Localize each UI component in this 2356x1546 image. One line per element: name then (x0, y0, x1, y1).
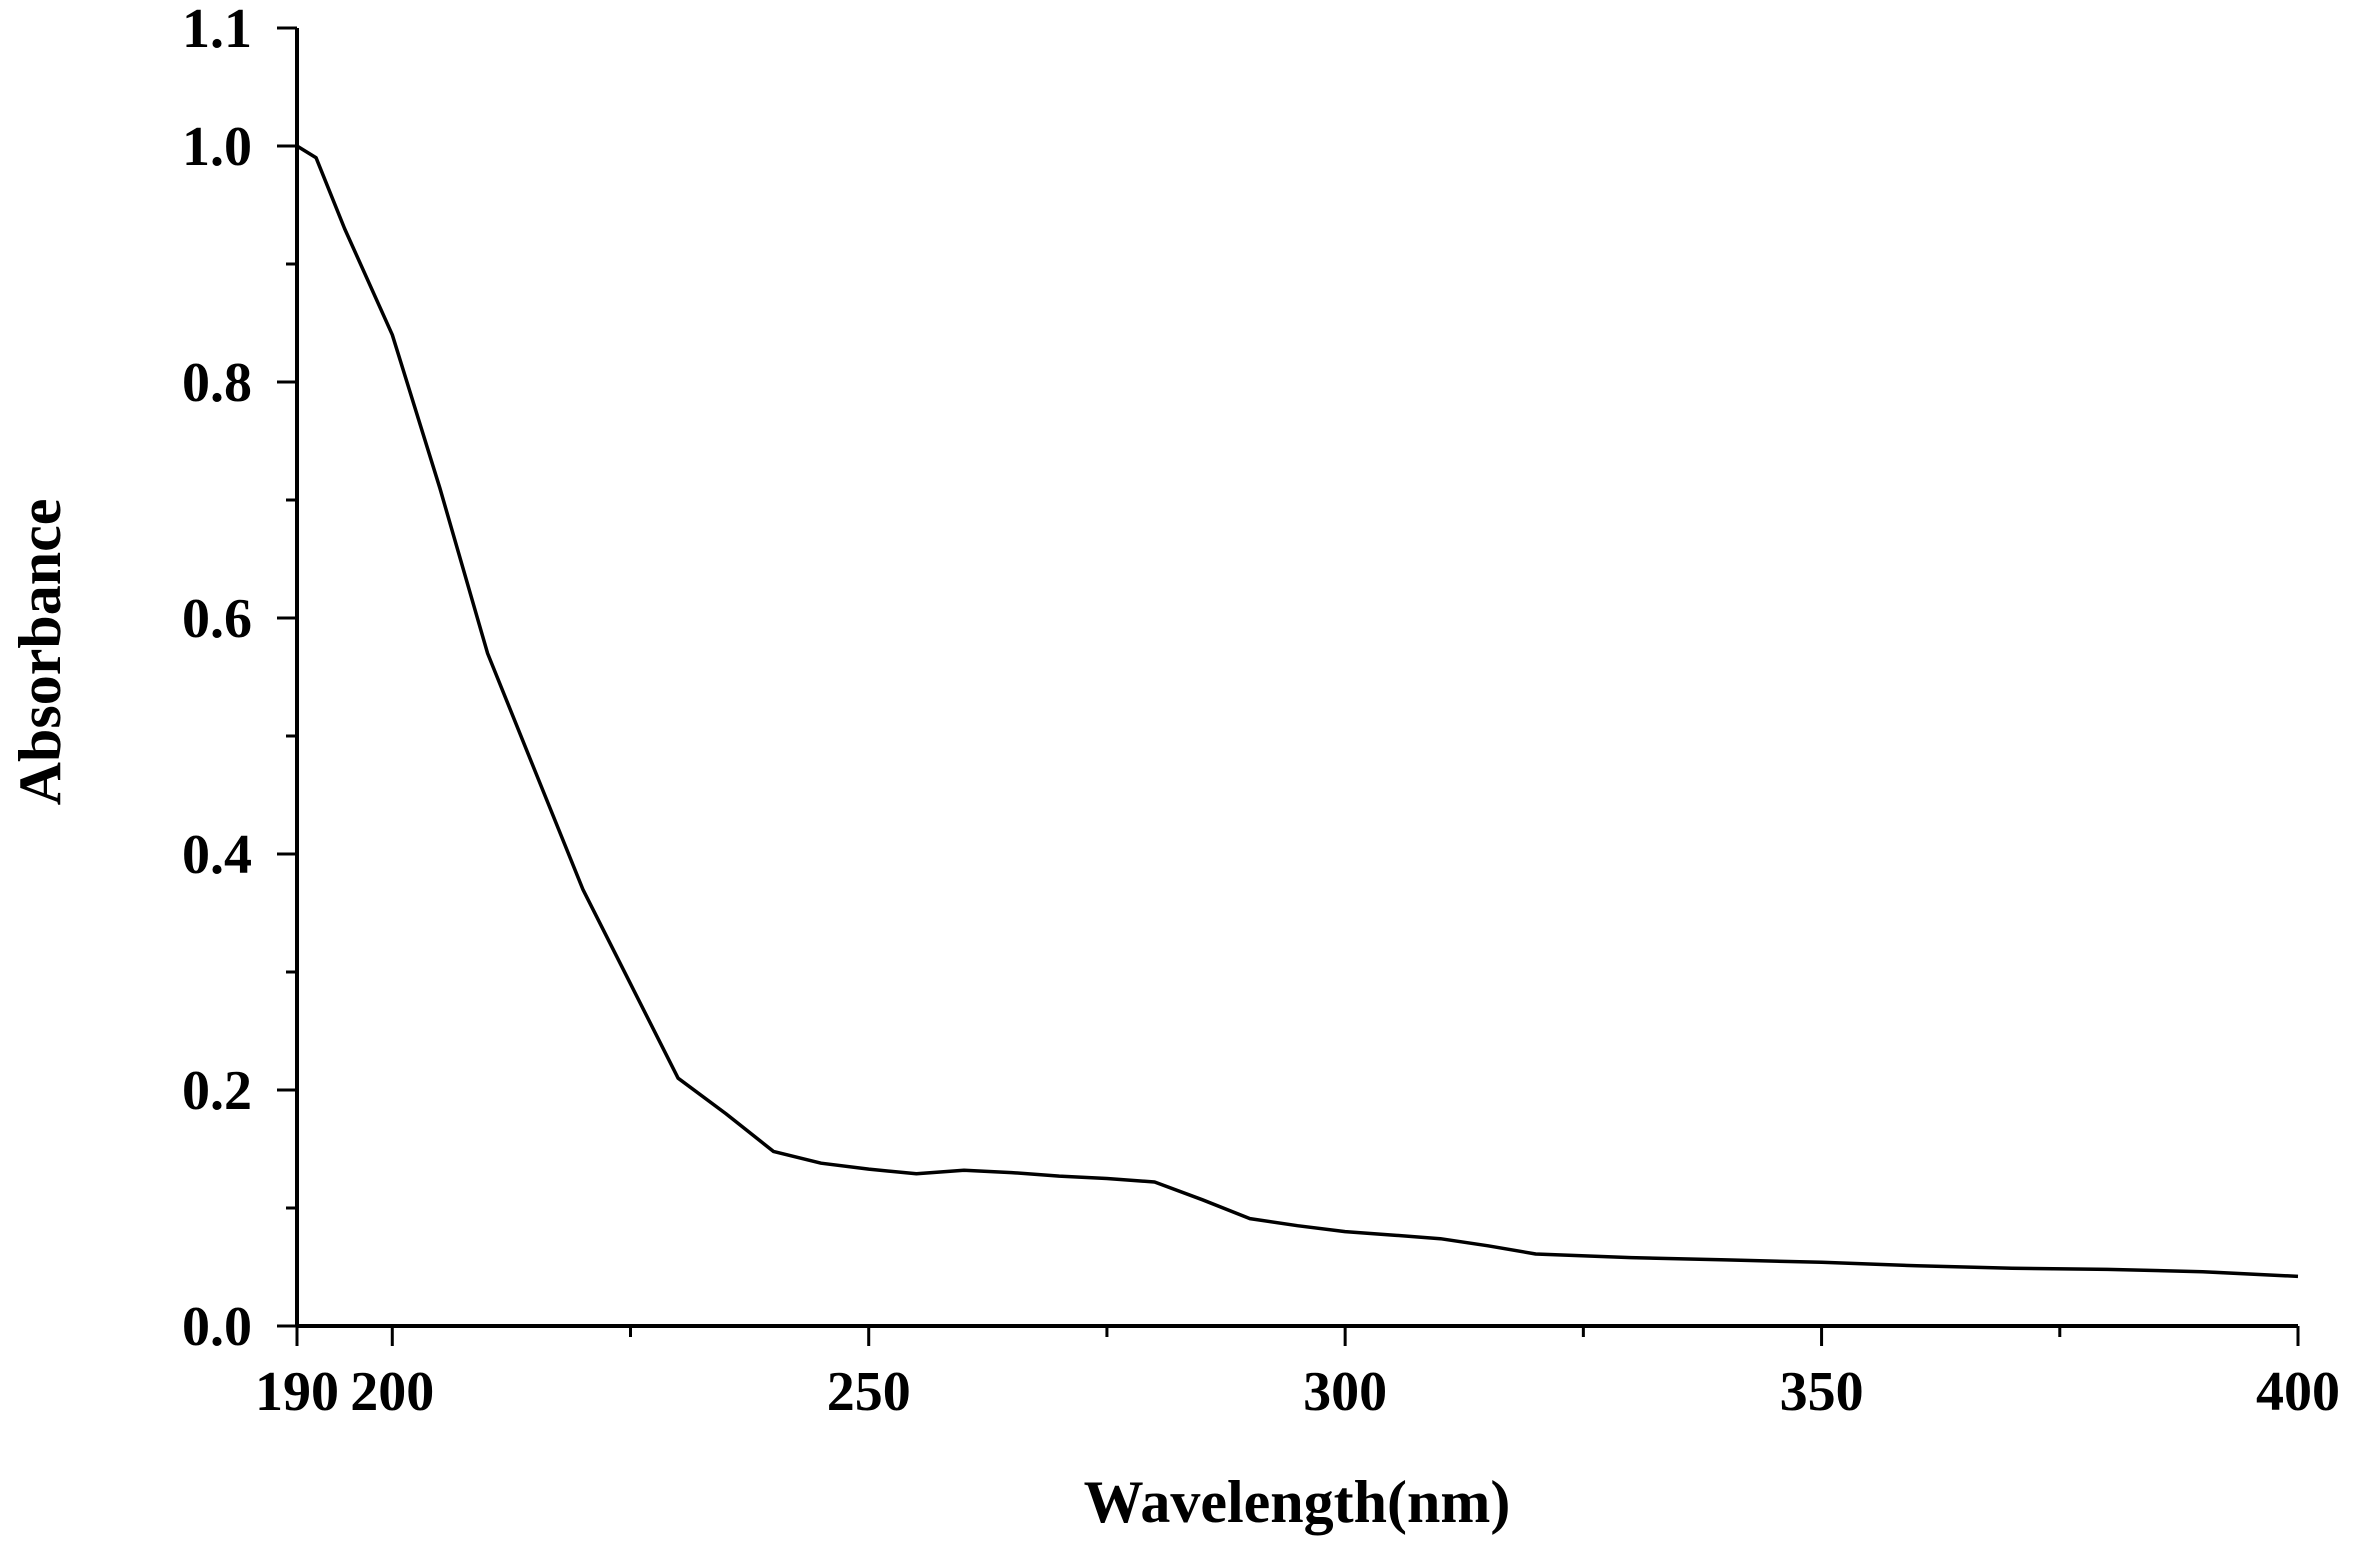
y-tick-label: 0.8 (182, 352, 252, 414)
x-tick-label: 350 (1780, 1361, 1864, 1423)
x-ticks: 190 200 250 300 350 400 (255, 1326, 2340, 1423)
y-tick-label: 1.0 (182, 116, 252, 178)
x-axis-label: Wavelength(nm) (1084, 1469, 1511, 1535)
y-tick-label: 0.0 (182, 1296, 252, 1358)
y-ticks: 0.0 0.2 0.4 0.6 0.8 1.0 1.1 (182, 0, 297, 1358)
absorbance-line (296, 144, 2299, 1279)
y-axis-label: Absorbance (7, 499, 73, 806)
y-tick-label: 0.6 (182, 588, 252, 650)
x-tick-label: 300 (1303, 1361, 1387, 1423)
y-tick-label: 0.4 (182, 824, 252, 886)
y-tick-label: 0.2 (182, 1060, 252, 1122)
y-tick-label: 1.1 (182, 0, 252, 60)
x-tick-label: 190 (255, 1361, 339, 1423)
axes (295, 28, 2298, 1328)
series-group (296, 144, 2299, 1279)
x-tick-label: 400 (2256, 1361, 2340, 1423)
x-tick-label: 250 (827, 1361, 911, 1423)
x-tick-label: 200 (350, 1361, 434, 1423)
